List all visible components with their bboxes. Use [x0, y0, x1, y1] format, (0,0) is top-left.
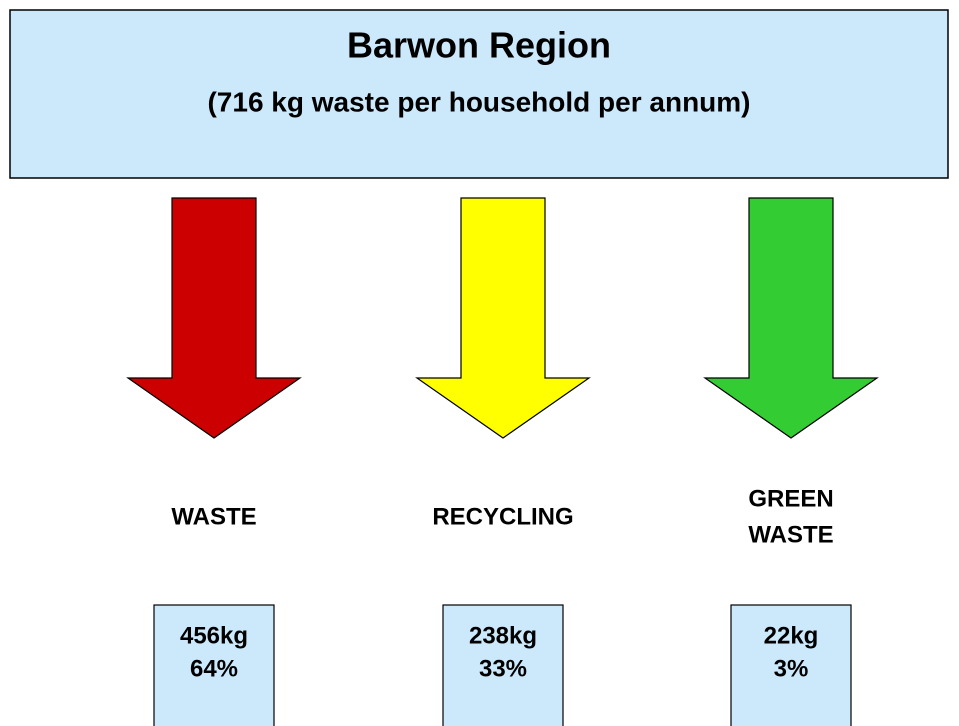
value-box [730, 604, 852, 726]
amount: 456kg [180, 622, 248, 649]
amount: 238kg [469, 622, 537, 649]
share: 64% [190, 655, 238, 682]
arrow [415, 197, 591, 439]
value-box [153, 604, 275, 726]
amount: 22kg [764, 622, 819, 649]
header-box [9, 9, 949, 179]
arrow [126, 197, 302, 439]
stream-label: WASTE [748, 521, 833, 548]
stream-label: RECYCLING [432, 503, 573, 530]
share: 33% [479, 655, 527, 682]
stream-label: WASTE [171, 503, 256, 530]
arrow [703, 197, 879, 439]
stream-label: GREEN [748, 485, 833, 512]
title: Barwon Region [347, 25, 611, 66]
subtitle: (716 kg waste per household per annum) [207, 86, 750, 117]
value-box [442, 604, 564, 726]
share: 3% [774, 655, 809, 682]
